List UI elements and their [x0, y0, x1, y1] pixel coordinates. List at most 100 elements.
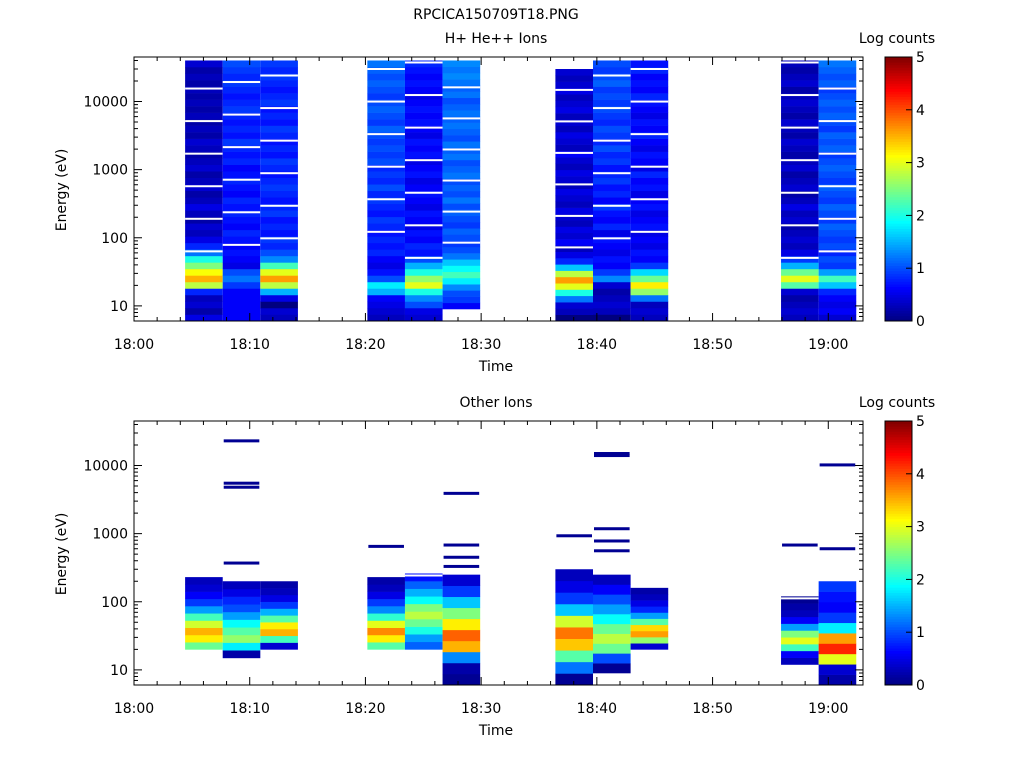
spectrogram-cell — [222, 236, 261, 244]
spectrogram-cell — [367, 190, 405, 198]
spectrogram-cell — [185, 112, 223, 120]
spectrogram-cell — [404, 268, 443, 276]
spectrogram-cell — [555, 113, 593, 120]
spectrogram-cell — [367, 177, 405, 185]
spectrogram-cell — [555, 94, 593, 101]
colorbar-segment — [885, 218, 912, 222]
colorbar-segment — [885, 244, 912, 248]
spectrogram-cell — [818, 581, 857, 592]
spectrogram-cell — [781, 249, 819, 257]
colorbar-segment — [885, 592, 912, 596]
spectrogram-cell — [222, 604, 261, 613]
spectrogram-cell — [185, 151, 223, 159]
colorbar-segment — [885, 471, 912, 475]
spectrogram-cell — [593, 275, 631, 283]
spectrogram-cell — [185, 184, 223, 192]
spectrogram-cell — [404, 171, 443, 179]
spectrogram-cell — [630, 80, 669, 87]
spectrogram-cell — [593, 145, 631, 152]
colorbar-segment — [885, 545, 912, 549]
spectrogram-cell — [185, 67, 223, 74]
spectrogram-cell — [222, 171, 261, 179]
spectrogram-cell — [781, 190, 819, 198]
spectrogram-cell — [260, 197, 298, 205]
spectrogram-cell — [555, 195, 593, 202]
sparse-count-line — [782, 543, 818, 547]
colorbar-segment — [885, 305, 912, 309]
spectrogram-cell — [260, 301, 298, 309]
colorbar-segment — [885, 78, 912, 82]
spectrogram-cell — [260, 229, 298, 237]
colorbar-segment — [885, 239, 912, 243]
colorbar-segment — [885, 318, 912, 322]
spectrogram-cell — [442, 172, 481, 179]
spectrogram-cell — [781, 210, 819, 218]
spectrogram-cell — [367, 598, 405, 607]
spectrogram-cell — [555, 627, 593, 639]
colorbar-segment — [885, 202, 912, 206]
spectrogram-cell — [222, 611, 261, 620]
spectrogram-cell — [404, 288, 443, 296]
spectrogram-cell — [404, 177, 443, 185]
empty-bin-gap — [404, 126, 443, 129]
spectrogram-cell — [404, 138, 443, 146]
colorbar-segment — [885, 539, 912, 543]
spectrogram-cell — [593, 288, 631, 296]
spectrogram-cell — [630, 210, 669, 218]
empty-bin-gap — [367, 68, 405, 70]
spectrogram-cell — [630, 275, 669, 283]
colorbar-tick-label: 4 — [916, 103, 925, 119]
spectrogram-cell — [367, 294, 405, 302]
spectrogram-cell — [260, 184, 298, 192]
colorbar-segment — [885, 505, 912, 509]
colorbar-segment — [885, 481, 912, 485]
spectrogram-cell — [185, 229, 223, 237]
spectrogram-cell — [630, 197, 669, 205]
colorbar-tick-label: 5 — [916, 414, 925, 430]
colorbar-segment — [885, 423, 912, 427]
spectrogram-cell — [630, 138, 669, 146]
spectrogram-cell — [630, 249, 669, 257]
spectrogram-cell — [404, 158, 443, 165]
colorbar-segment — [885, 173, 912, 177]
spectrogram-cell — [222, 203, 261, 211]
colorbar-segment — [885, 624, 912, 628]
spectrogram-cell — [593, 604, 631, 615]
spectrogram-cell — [630, 268, 669, 276]
spectrogram-cell — [818, 602, 857, 613]
spectrogram-cell — [818, 99, 857, 107]
colorbar-segment — [885, 621, 912, 625]
colorbar-segment — [885, 600, 912, 604]
spectrogram-cell — [818, 158, 857, 165]
spectrogram-cell — [367, 106, 405, 113]
spectrogram-cell — [781, 262, 819, 270]
spectrogram-cell — [222, 67, 261, 74]
y-tick-label: 10 — [110, 663, 128, 679]
sparse-count-line — [594, 527, 630, 531]
colorbar-segment — [885, 547, 912, 551]
spectrogram-cell — [818, 197, 857, 205]
colorbar-segment — [885, 91, 912, 95]
empty-bin-gap — [593, 237, 631, 240]
spectrogram-cell — [555, 615, 593, 628]
spectrogram-cell — [555, 176, 593, 183]
empty-bin-gap — [260, 172, 298, 175]
spectrogram-cell — [404, 603, 443, 612]
spectrogram-cell — [404, 249, 443, 257]
spectrogram-cell — [818, 262, 857, 270]
empty-bin-gap — [630, 198, 669, 201]
spectrogram-cell — [630, 281, 669, 289]
spectrogram-cell — [630, 145, 669, 152]
empty-bin-gap — [593, 204, 631, 207]
spectrogram-cell — [367, 164, 405, 172]
spectrogram-cell — [555, 119, 593, 126]
empty-bin-gap — [260, 74, 298, 77]
spectrogram-cell — [222, 132, 261, 139]
spectrogram-cell — [367, 620, 405, 628]
panel-title: H+ He++ Ions — [445, 31, 548, 47]
spectrogram-cell — [260, 203, 298, 211]
empty-bin-gap — [222, 146, 261, 149]
colorbar-segment — [885, 576, 912, 580]
spectrogram-cell — [818, 268, 857, 276]
spectrogram-cell — [404, 275, 443, 283]
